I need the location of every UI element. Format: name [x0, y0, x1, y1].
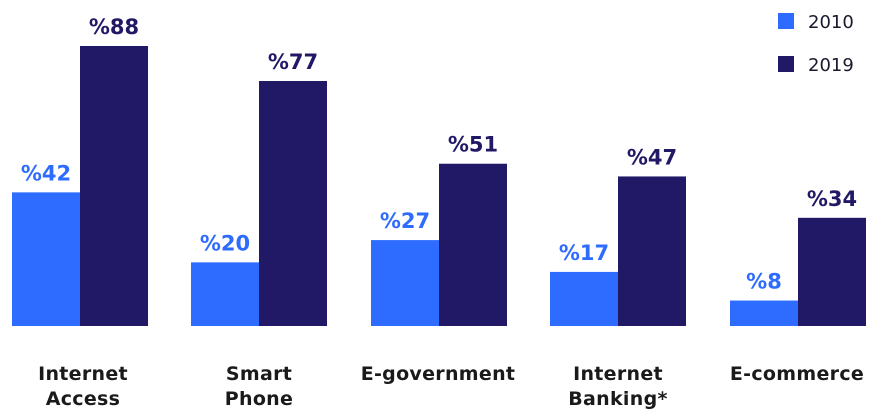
legend-swatch-2019 [778, 56, 794, 72]
category-label-3-line-0: Internet [573, 363, 663, 385]
category-label-1-line-0: Smart [226, 363, 292, 385]
value-label-2019-1: %77 [268, 50, 318, 74]
category-label-4-line-0: E-commerce [730, 363, 864, 385]
bar-2019-2 [439, 163, 507, 326]
category-label-3-line-1: Banking* [568, 388, 667, 410]
value-label-2010-3: %17 [559, 241, 609, 265]
category-label-2-line-0: E-government [361, 363, 516, 385]
value-label-2019-3: %47 [627, 145, 677, 169]
value-labels-group: %42 %88 %20 %77 %27 %51 %17 %47 %8 %34 [21, 15, 857, 294]
bar-2010-1 [191, 262, 259, 326]
value-label-2019-4: %34 [807, 187, 857, 211]
value-label-2010-0: %42 [21, 161, 71, 185]
legend-swatch-2010 [778, 13, 794, 29]
value-label-2019-2: %51 [448, 133, 498, 157]
category-labels-group: Internet Access Smart Phone E-government Inte… [38, 363, 864, 410]
legend-label-2019: 2019 [808, 55, 854, 76]
legend: 2010 2019 [778, 12, 854, 76]
value-label-2010-4: %8 [746, 270, 782, 294]
bar-2019-3 [618, 176, 686, 326]
value-label-2010-1: %20 [200, 231, 250, 255]
bar-2010-2 [371, 240, 439, 326]
category-label-0-line-0: Internet [38, 363, 128, 385]
category-label-1-line-1: Phone [225, 388, 293, 410]
bar-2010-0 [12, 192, 80, 326]
legend-label-2010: 2010 [808, 12, 854, 33]
bar-2010-3 [550, 271, 618, 326]
bar-2019-4 [798, 217, 866, 326]
value-label-2010-2: %27 [380, 209, 430, 233]
value-label-2019-0: %88 [89, 15, 139, 39]
bars-group [12, 46, 866, 326]
category-label-0-line-1: Access [46, 388, 121, 410]
bar-2019-0 [80, 46, 148, 326]
bar-2010-4 [730, 300, 798, 326]
bar-2019-1 [259, 81, 327, 326]
